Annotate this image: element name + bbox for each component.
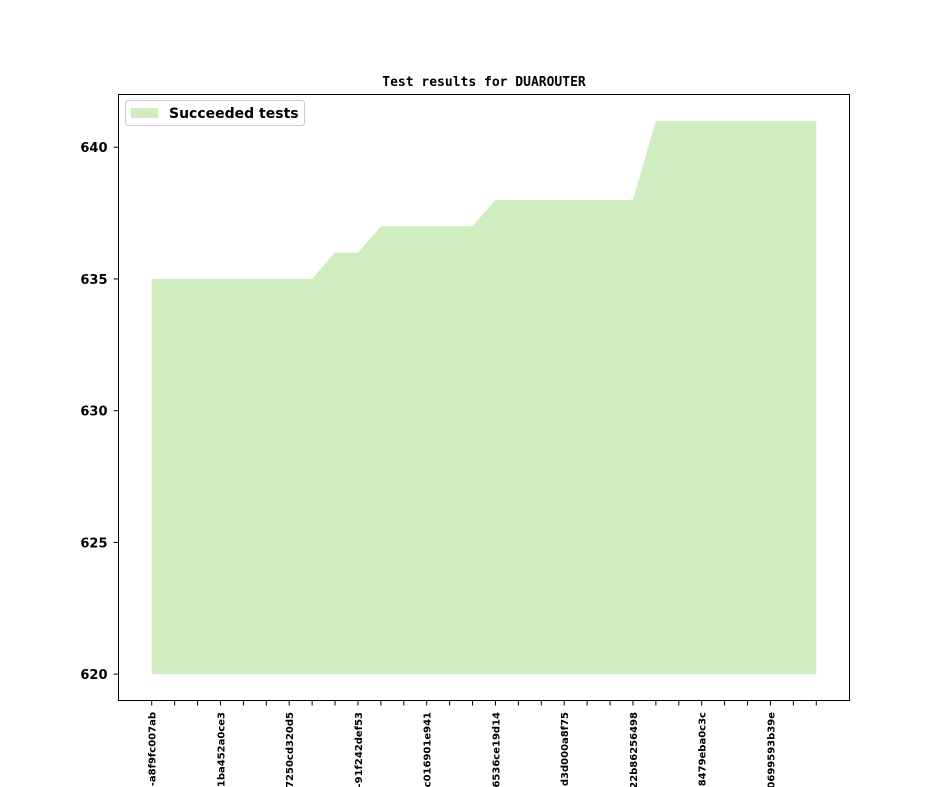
y-tick-label: 635 xyxy=(80,273,107,288)
legend-box xyxy=(125,100,305,126)
y-tick-label: 620 xyxy=(80,668,107,683)
chart-title: Test results for DUAROUTER xyxy=(382,75,586,90)
x-tick-label: -a8f9fc007ab xyxy=(148,712,159,786)
axes-frame xyxy=(118,94,850,701)
y-tick-label: 640 xyxy=(80,141,107,156)
x-tick-label: -91f242def53 xyxy=(354,712,365,787)
x-tick-label: -1ba452a0ce3 xyxy=(216,712,227,787)
x-tick-label: 22b86256498 xyxy=(629,712,640,787)
y-axis: 620 625 630 635 640 xyxy=(80,141,119,683)
series-area-succeeded-tests xyxy=(151,120,817,675)
legend-label-succeeded-tests: Succeeded tests xyxy=(169,106,299,122)
plot-area xyxy=(151,120,817,675)
x-tick-label: 0699593b39e xyxy=(766,712,777,787)
y-tick-label: 625 xyxy=(80,536,107,551)
x-tick-label: d3d000a8f75 xyxy=(560,712,571,786)
x-axis: -a8f9fc007ab -1ba452a0ce3 7250cd320d5 -91f2… xyxy=(148,700,817,787)
x-tick-label: 7250cd320d5 xyxy=(285,712,296,787)
legend-swatch xyxy=(131,108,158,118)
x-tick-label: -8479eba0c3c xyxy=(698,712,709,787)
legend: Succeeded tests xyxy=(125,100,305,126)
x-tick-label: 6536ce19d14 xyxy=(491,712,502,787)
x-tick-label: c016901e941 xyxy=(423,712,434,787)
y-tick-label: 630 xyxy=(80,405,107,420)
